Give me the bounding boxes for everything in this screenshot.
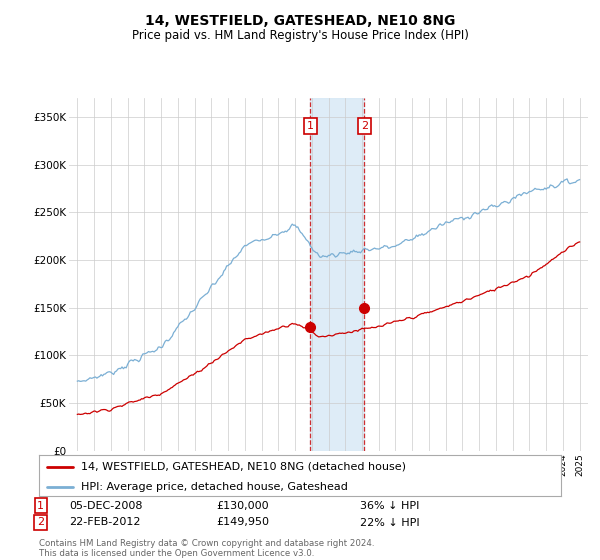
Text: 05-DEC-2008: 05-DEC-2008 [69,501,143,511]
Text: Contains HM Land Registry data © Crown copyright and database right 2024.
This d: Contains HM Land Registry data © Crown c… [39,539,374,558]
Text: 22% ↓ HPI: 22% ↓ HPI [360,517,419,528]
Text: 2: 2 [361,121,368,131]
Text: HPI: Average price, detached house, Gateshead: HPI: Average price, detached house, Gate… [81,482,347,492]
Text: Price paid vs. HM Land Registry's House Price Index (HPI): Price paid vs. HM Land Registry's House … [131,29,469,42]
Text: 36% ↓ HPI: 36% ↓ HPI [360,501,419,511]
Bar [310,98,364,451]
Text: 2: 2 [37,517,44,528]
Text: £130,000: £130,000 [216,501,269,511]
Text: 14, WESTFIELD, GATESHEAD, NE10 8NG (detached house): 14, WESTFIELD, GATESHEAD, NE10 8NG (deta… [81,461,406,472]
Text: 14, WESTFIELD, GATESHEAD, NE10 8NG: 14, WESTFIELD, GATESHEAD, NE10 8NG [145,14,455,28]
Text: 1: 1 [37,501,44,511]
Text: 22-FEB-2012: 22-FEB-2012 [69,517,140,528]
Text: 1: 1 [307,121,314,131]
Text: £149,950: £149,950 [216,517,269,528]
